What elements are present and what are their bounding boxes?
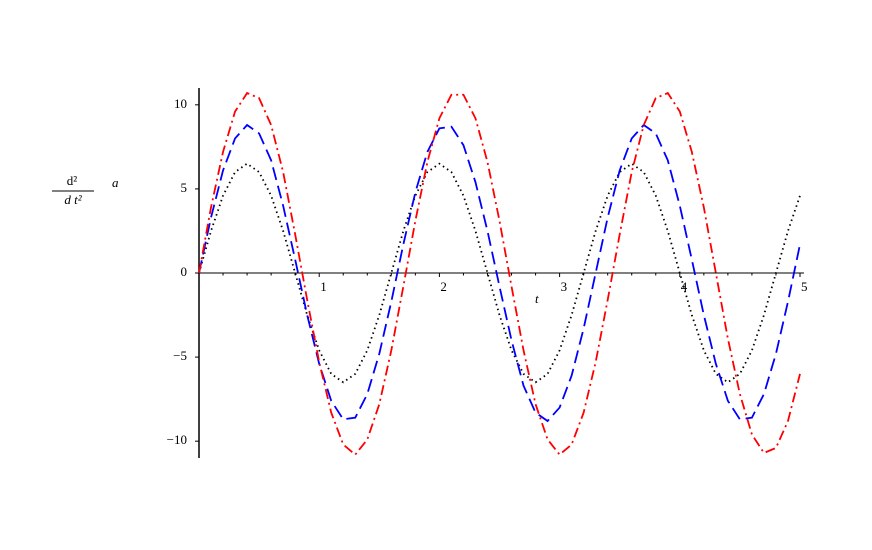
y-label-denominator: d t² xyxy=(64,192,82,207)
x-tick-label: 2 xyxy=(440,279,447,294)
series-line xyxy=(198,162,801,384)
x-tick-label: 1 xyxy=(320,279,327,294)
y-tick-label: −10 xyxy=(167,432,187,447)
y-tick-label: 5 xyxy=(181,180,188,195)
x-tick-label: 5 xyxy=(801,279,808,294)
x-label: t xyxy=(535,291,539,306)
y-tick-label: −5 xyxy=(173,348,187,363)
y-label-numerator: d² xyxy=(67,173,78,188)
x-tick-label: 3 xyxy=(561,279,568,294)
y-label-variable: a xyxy=(112,175,119,190)
y-tick-label: 10 xyxy=(174,96,187,111)
series-line xyxy=(198,91,801,456)
y-tick-label: 0 xyxy=(181,264,188,279)
